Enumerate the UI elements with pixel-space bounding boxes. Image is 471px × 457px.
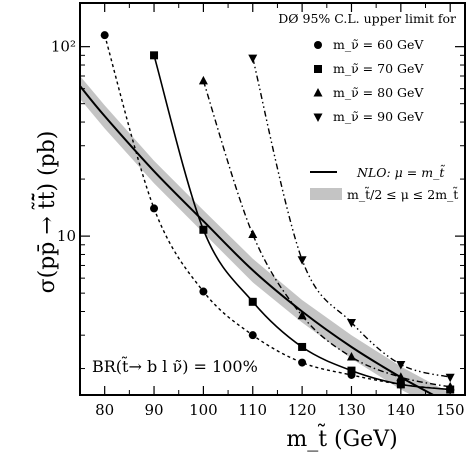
y-axis-label: σ(pp̄ → t̃t̃̄) (pb) [30,131,60,294]
series-3-point [396,372,406,381]
x-axis-label: m_t̃ (GeV) [286,422,397,452]
x-tick-label: 100 [189,401,218,419]
y-tick-label: 10 [57,227,76,245]
legend-theory-label: NLO: μ = m_t̃ [356,164,445,180]
branching-ratio-label: BR(t̃→ b l ν̃) = 100% [92,356,258,376]
legend-marker-3 [313,88,323,97]
series-2-point [298,342,307,351]
series-2-point [347,366,356,375]
series-3-point [198,75,208,85]
legend-label-4: m_ν̃ = 90 GeV [333,109,424,124]
series-1-point [298,358,307,367]
legend-band-swatch [310,188,342,200]
series-2-point [248,297,257,306]
legend-marker-2 [314,65,322,73]
series-1-point [150,204,159,213]
series-4-point [297,256,307,265]
legend-label-3: m_ν̃ = 80 GeV [333,85,424,100]
series-2-point [199,225,208,234]
x-tick-label: 150 [436,401,465,419]
chart-title: DØ 95% C.L. upper limit for [278,11,456,26]
plot-frame [79,2,466,396]
series-1-point [199,287,208,296]
series-1-point [100,31,109,40]
y-tick-label: 10² [51,38,76,56]
x-tick-label: 110 [238,401,267,419]
series-4-point [346,318,356,328]
x-tick-label: 90 [144,401,163,419]
series-line-4 [252,57,451,378]
series-line-3 [202,80,451,388]
legend-label-1: m_ν̃ = 60 GeV [333,37,424,52]
series-4-point [248,54,258,64]
series-2-point [150,51,159,60]
x-tick-label: 80 [95,401,114,419]
series-3-point [248,229,258,238]
legend-marker-1 [314,41,322,49]
x-tick-label: 140 [387,401,416,419]
legend-band-label: m_t̃/2 ≤ μ ≤ 2m_t̃ [347,186,458,202]
series-4-point [445,373,455,383]
theory-nlo-curve [80,85,436,395]
legend-label-2: m_ν̃ = 70 GeV [333,61,424,76]
series-4-point [396,361,406,370]
series-1-point [248,331,257,340]
series-2-point [396,380,405,389]
legend-marker-4 [313,113,323,122]
series-3-point [346,352,356,361]
series-3-point [297,310,307,320]
x-tick-label: 130 [337,401,366,419]
x-tick-label: 120 [288,401,317,419]
